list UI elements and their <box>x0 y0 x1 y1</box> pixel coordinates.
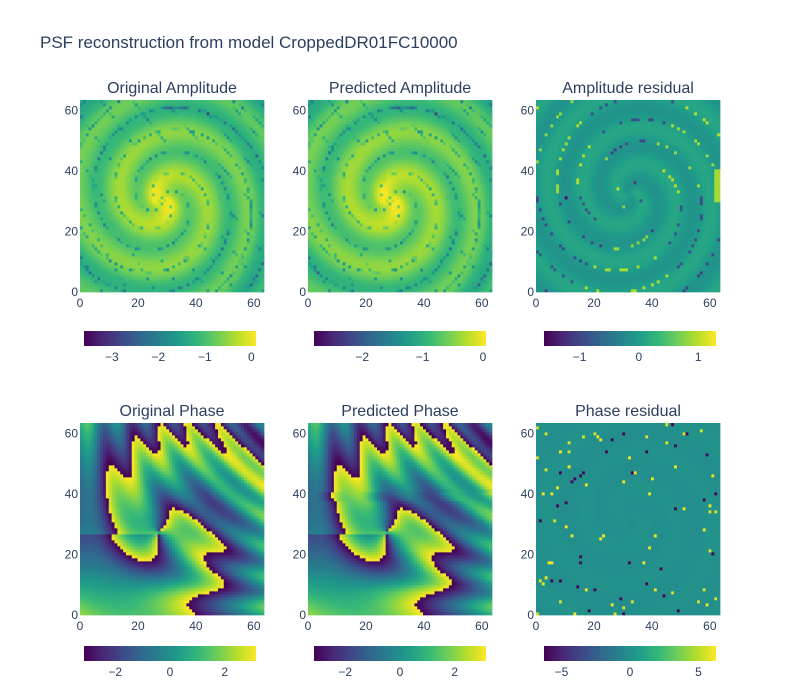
colorbar-tick-orig-amp: −3 <box>105 350 119 364</box>
y-tick-orig-amp-60: 60 <box>65 104 79 118</box>
colorbar-tick-phase-res: 0 <box>627 665 634 679</box>
x-tick-orig-amp-60: 60 <box>247 296 261 310</box>
y-tick-pred-phase-40: 40 <box>293 487 307 501</box>
x-tick-pred-amp-60: 60 <box>475 296 489 310</box>
heatmap-pred-amp <box>308 100 492 292</box>
x-tick-orig-phase-60: 60 <box>247 619 261 633</box>
y-tick-orig-phase-0: 0 <box>71 608 78 622</box>
y-tick-orig-phase-40: 40 <box>65 487 79 501</box>
y-tick-phase-res-0: 0 <box>527 608 534 622</box>
x-tick-pred-phase-60: 60 <box>475 619 489 633</box>
y-tick-orig-amp-40: 40 <box>65 164 79 178</box>
y-tick-phase-res-60: 60 <box>521 427 535 441</box>
y-tick-orig-phase-60: 60 <box>65 427 79 441</box>
colorbar-orig-amp <box>84 331 256 346</box>
colorbar-tick-pred-amp: −1 <box>416 350 430 364</box>
colorbar-tick-amp-res: −1 <box>573 350 587 364</box>
x-tick-phase-res-20: 20 <box>587 619 601 633</box>
panel-title-pred-amp: Predicted Amplitude <box>329 80 471 97</box>
heatmap-orig-amp <box>80 100 264 292</box>
colorbar-tick-pred-phase: 2 <box>451 665 458 679</box>
colorbar-tick-phase-res: 5 <box>695 665 702 679</box>
y-tick-amp-res-20: 20 <box>521 225 535 239</box>
x-tick-amp-res-20: 20 <box>587 296 601 310</box>
colorbar-tick-phase-res: −5 <box>555 665 569 679</box>
colorbar-tick-orig-phase: 2 <box>221 665 228 679</box>
x-tick-orig-amp-20: 20 <box>131 296 145 310</box>
colorbar-phase-res <box>544 646 716 661</box>
colorbar-tick-orig-amp: 0 <box>248 350 255 364</box>
panel-title-pred-phase: Predicted Phase <box>341 403 459 420</box>
colorbar-tick-pred-amp: −2 <box>355 350 369 364</box>
colorbar-tick-amp-res: 0 <box>636 350 643 364</box>
y-tick-amp-res-60: 60 <box>521 104 535 118</box>
y-tick-phase-res-20: 20 <box>521 548 535 562</box>
colorbar-tick-pred-phase: 0 <box>397 665 404 679</box>
colorbar-pred-phase <box>314 646 486 661</box>
colorbar-tick-orig-phase: 0 <box>167 665 174 679</box>
colorbar-orig-phase <box>84 646 256 661</box>
colorbar-tick-orig-amp: −1 <box>198 350 212 364</box>
colorbar-tick-amp-res: 1 <box>695 350 702 364</box>
y-tick-orig-amp-0: 0 <box>71 285 78 299</box>
x-tick-pred-amp-20: 20 <box>359 296 373 310</box>
x-tick-amp-res-60: 60 <box>703 296 717 310</box>
heatmap-pred-phase <box>308 423 492 615</box>
colorbar-tick-orig-amp: −2 <box>152 350 166 364</box>
x-tick-phase-res-60: 60 <box>703 619 717 633</box>
y-tick-amp-res-40: 40 <box>521 164 535 178</box>
colorbar-amp-res <box>544 331 716 346</box>
y-tick-phase-res-40: 40 <box>521 487 535 501</box>
panel-title-orig-amp: Original Amplitude <box>107 80 237 97</box>
x-tick-orig-amp-40: 40 <box>189 296 203 310</box>
colorbar-tick-pred-amp: 0 <box>480 350 487 364</box>
x-tick-phase-res-40: 40 <box>645 619 659 633</box>
y-tick-orig-amp-20: 20 <box>65 225 79 239</box>
heatmap-phase-res <box>536 423 720 615</box>
y-tick-pred-phase-60: 60 <box>293 427 307 441</box>
y-tick-amp-res-0: 0 <box>527 285 534 299</box>
x-tick-pred-phase-20: 20 <box>359 619 373 633</box>
x-tick-amp-res-40: 40 <box>645 296 659 310</box>
y-tick-orig-phase-20: 20 <box>65 548 79 562</box>
panel-title-amp-res: Amplitude residual <box>562 80 694 97</box>
heatmap-amp-res <box>536 100 720 292</box>
y-tick-pred-amp-60: 60 <box>293 104 307 118</box>
x-tick-orig-phase-40: 40 <box>189 619 203 633</box>
x-tick-pred-phase-40: 40 <box>417 619 431 633</box>
colorbar-pred-amp <box>314 331 486 346</box>
y-tick-pred-phase-0: 0 <box>299 608 306 622</box>
y-tick-pred-phase-20: 20 <box>293 548 307 562</box>
y-tick-pred-amp-20: 20 <box>293 225 307 239</box>
y-tick-pred-amp-0: 0 <box>299 285 306 299</box>
colorbar-tick-orig-phase: −2 <box>108 665 122 679</box>
panel-title-orig-phase: Original Phase <box>120 403 225 420</box>
x-tick-orig-phase-20: 20 <box>131 619 145 633</box>
colorbar-tick-pred-phase: −2 <box>338 665 352 679</box>
x-tick-pred-amp-40: 40 <box>417 296 431 310</box>
y-tick-pred-amp-40: 40 <box>293 164 307 178</box>
heatmap-orig-phase <box>80 423 264 615</box>
panel-title-phase-res: Phase residual <box>575 403 681 420</box>
